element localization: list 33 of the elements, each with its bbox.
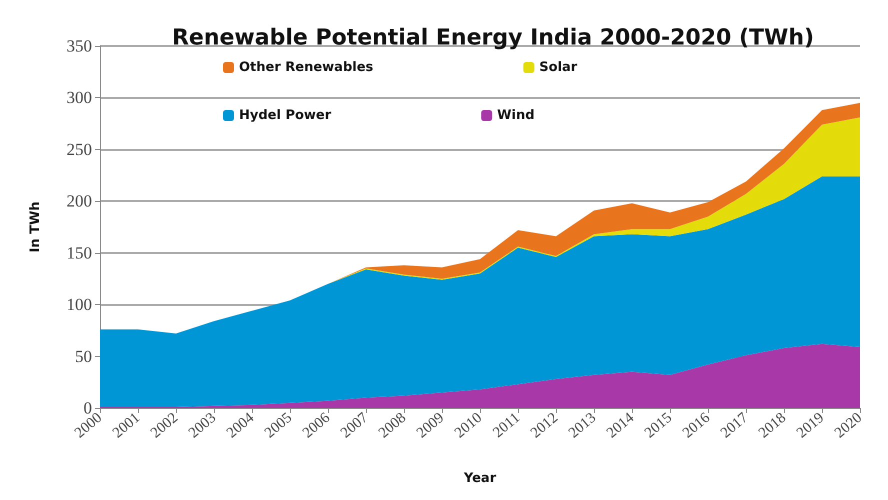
x-tick-label: 2002	[148, 410, 182, 442]
legend-label: Solar	[539, 60, 578, 75]
x-tick-label: 2015	[642, 410, 676, 442]
x-tick-label: 2006	[300, 410, 334, 442]
x-tick-label: 2011	[490, 410, 524, 442]
x-tick-label: 2004	[224, 410, 258, 442]
y-tick-label: 200	[66, 192, 92, 211]
x-tick-label: 2019	[794, 410, 828, 442]
y-tick-label: 350	[66, 36, 92, 56]
y-tick-label: 150	[66, 243, 92, 262]
x-tick-label: 2013	[566, 410, 600, 442]
y-axis-title: In TWh	[28, 201, 43, 253]
x-tick-label: 2009	[414, 410, 448, 442]
y-tick-label: 300	[66, 88, 92, 108]
y-tick-label: 250	[66, 140, 92, 159]
legend-label: Wind	[497, 108, 535, 123]
x-tick-label: 2012	[528, 410, 562, 442]
x-tick-label: 2016	[680, 410, 714, 442]
x-tick-label: 2018	[756, 410, 790, 442]
x-tick-label: 2008	[376, 410, 410, 442]
legend-label: Other Renewables	[239, 60, 374, 75]
x-tick-label: 2020	[832, 410, 866, 442]
y-tick-label: 100	[66, 295, 92, 314]
x-tick-label: 2001	[110, 410, 144, 442]
x-tick-label: 2014	[604, 410, 638, 442]
chart-title: Renewable Potential Energy India 2000-2020 (TWh)	[172, 26, 814, 50]
legend-label: Hydel Power	[239, 108, 332, 123]
y-tick-label: 50	[75, 346, 92, 366]
x-axis-title: Year	[462, 471, 497, 486]
x-tick-label: 2005	[262, 410, 296, 442]
x-tick-label: 2003	[186, 410, 220, 442]
y-tick-label: 0	[84, 398, 92, 418]
x-tick-label: 2010	[452, 410, 486, 442]
